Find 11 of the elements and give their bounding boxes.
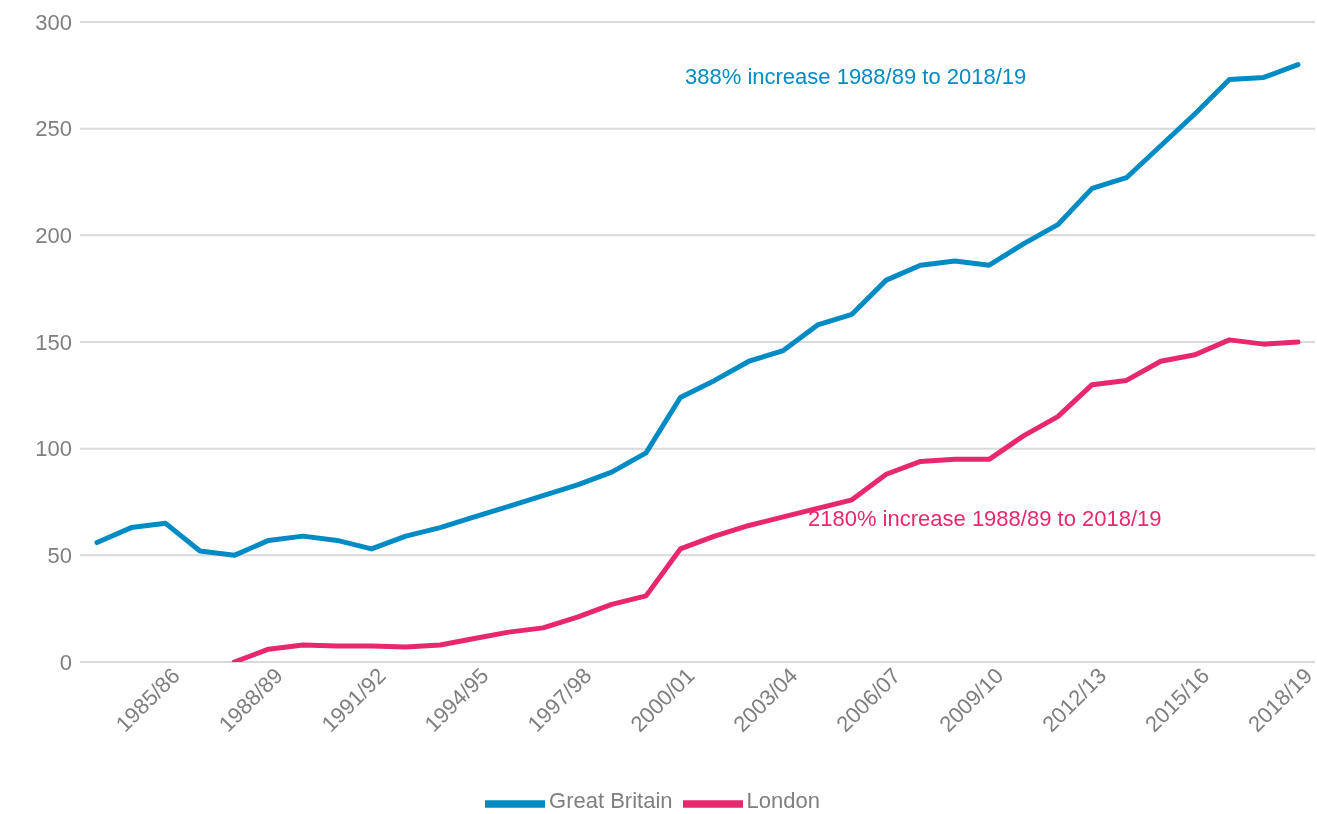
annotation: 2180% increase 1988/89 to 2018/19 <box>808 506 1162 532</box>
annotation: 388% increase 1988/89 to 2018/19 <box>685 64 1027 90</box>
y-tick-label: 150 <box>35 329 72 355</box>
y-tick-label: 250 <box>35 116 72 142</box>
legend-label: London <box>746 787 820 813</box>
legend-label: Great Britain <box>549 787 673 813</box>
y-tick-label: 0 <box>59 649 72 675</box>
y-tick-label: 100 <box>35 436 72 462</box>
y-tick-label: 50 <box>47 543 72 569</box>
y-tick-label: 300 <box>35 9 72 35</box>
y-tick-label: 200 <box>35 223 72 249</box>
